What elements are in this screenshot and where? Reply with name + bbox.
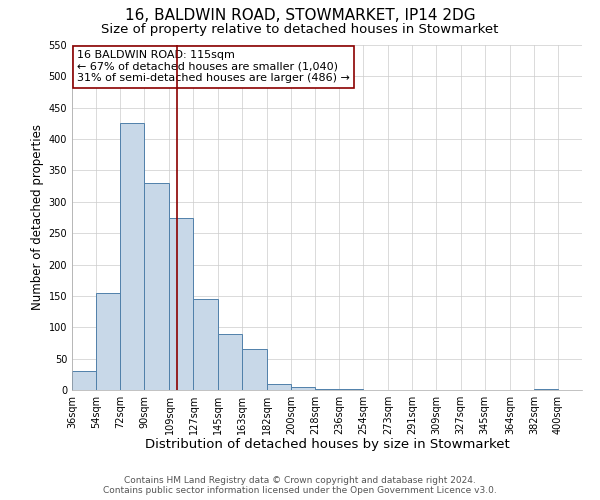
Text: 16, BALDWIN ROAD, STOWMARKET, IP14 2DG: 16, BALDWIN ROAD, STOWMARKET, IP14 2DG	[125, 8, 475, 22]
Bar	[96, 293, 120, 390]
Bar	[267, 384, 291, 390]
Bar	[193, 299, 218, 390]
X-axis label: Distribution of detached houses by size in Stowmarket: Distribution of detached houses by size …	[145, 438, 509, 452]
Text: Contains HM Land Registry data © Crown copyright and database right 2024.
Contai: Contains HM Land Registry data © Crown c…	[103, 476, 497, 495]
Bar	[72, 371, 96, 390]
Bar	[218, 334, 242, 390]
Text: 16 BALDWIN ROAD: 115sqm
← 67% of detached houses are smaller (1,040)
31% of semi: 16 BALDWIN ROAD: 115sqm ← 67% of detache…	[77, 50, 350, 84]
Bar	[291, 387, 315, 390]
Text: Size of property relative to detached houses in Stowmarket: Size of property relative to detached ho…	[101, 22, 499, 36]
Bar	[144, 183, 169, 390]
Bar	[120, 124, 144, 390]
Y-axis label: Number of detached properties: Number of detached properties	[31, 124, 44, 310]
Bar	[169, 218, 193, 390]
Bar	[242, 349, 267, 390]
